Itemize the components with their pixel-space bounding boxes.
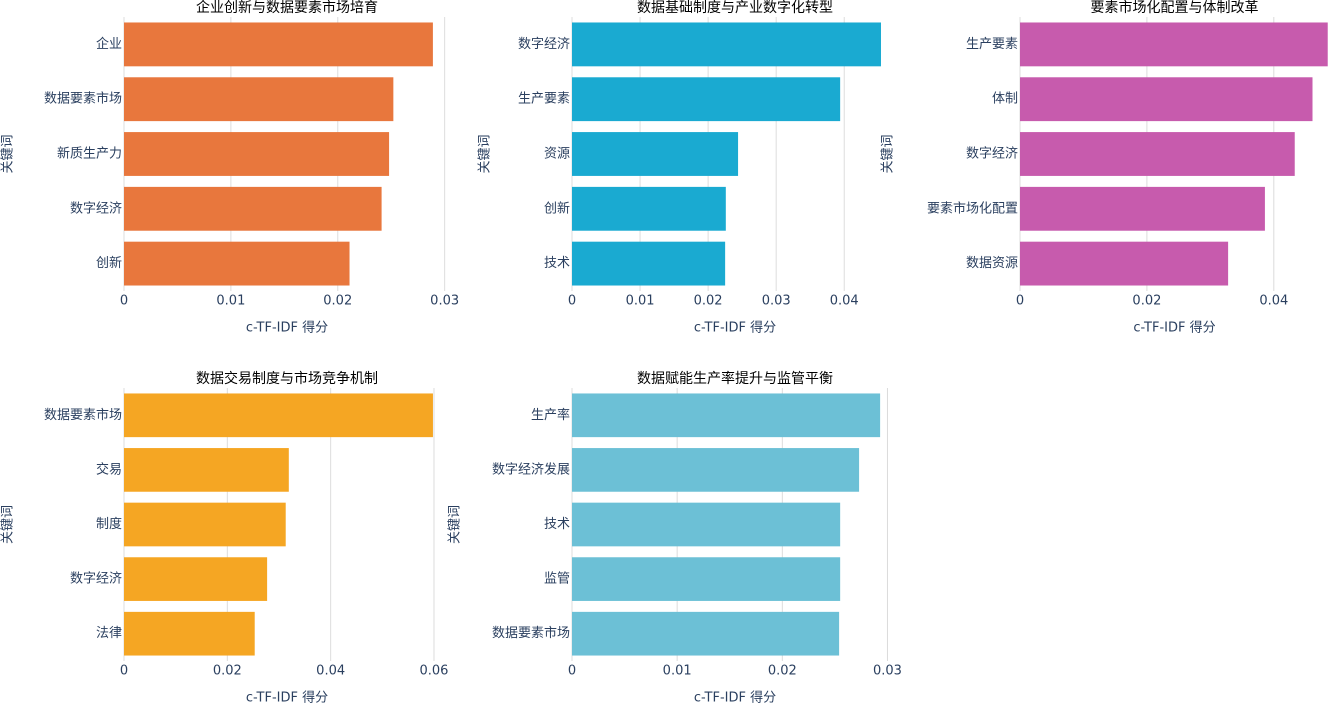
title: 要素市场化配置与体制改革 — [1091, 0, 1259, 16]
x-tick-label: 0.02 — [323, 294, 352, 309]
y-tick-label: 创新 — [544, 200, 570, 216]
bar — [124, 611, 255, 656]
x-tick-label: 0.02 — [1132, 294, 1161, 309]
x-tick-label: 0.03 — [873, 664, 902, 679]
x-tick-label: 0.02 — [768, 664, 797, 679]
x-tick-label: 0 — [1016, 294, 1024, 309]
bar — [124, 557, 268, 601]
bar — [1020, 186, 1265, 231]
y-tick-label: 技术 — [544, 517, 570, 532]
y-tick-label: 生产要素 — [966, 37, 1018, 52]
x-axis-title: c-TF-IDF 得分 — [246, 690, 328, 705]
y-tick-label: 数字经济 — [70, 572, 122, 587]
x-tick-label: 0.03 — [430, 294, 459, 309]
title: 数据赋能生产率提升与监管平衡 — [637, 370, 833, 387]
x-tick-label: 0.02 — [213, 664, 242, 679]
y-axis-title: 关键词 — [448, 505, 463, 544]
bar — [572, 186, 726, 231]
y-tick-label: 法律 — [96, 626, 122, 641]
bar — [572, 393, 881, 438]
x-tick-label: 0 — [120, 294, 128, 309]
x-tick-label: 0.04 — [1259, 294, 1288, 309]
y-tick-label: 创新 — [96, 255, 122, 271]
y-tick-label: 数据要素市场 — [44, 407, 122, 423]
y-tick-label: 数据要素市场 — [44, 91, 122, 107]
bar — [124, 393, 433, 438]
x-tick-label: 0.06 — [420, 664, 449, 679]
bar — [1020, 77, 1313, 122]
x-axis-title: c-TF-IDF 得分 — [694, 320, 776, 336]
y-tick-label: 要素市场化配置 — [927, 200, 1018, 216]
bar — [572, 22, 881, 67]
y-tick-label: 生产率 — [531, 407, 570, 423]
bar — [1020, 132, 1295, 176]
x-tick-label: 0.01 — [216, 294, 245, 309]
bar — [124, 132, 390, 176]
x-tick-label: 0 — [568, 294, 576, 309]
title: 数据基础制度与产业数字化转型 — [637, 0, 833, 16]
y-tick-label: 制度 — [96, 516, 122, 532]
bar — [124, 502, 286, 547]
bar — [572, 557, 841, 601]
y-tick-label: 交易 — [96, 461, 122, 477]
y-tick-label: 数字经济 — [518, 37, 570, 52]
y-tick-label: 体制 — [992, 92, 1018, 107]
bar — [124, 186, 382, 231]
bar — [572, 502, 841, 547]
y-tick-label: 数字经济发展 — [492, 461, 570, 477]
bar — [572, 448, 860, 492]
y-tick-label: 生产要素 — [518, 92, 570, 107]
x-tick-label: 0.03 — [762, 294, 791, 309]
y-tick-label: 资源 — [544, 147, 570, 162]
y-tick-label: 数字经济 — [966, 147, 1018, 162]
bar — [572, 611, 840, 656]
y-axis-title: 关键词 — [478, 134, 493, 173]
bar — [572, 241, 726, 286]
x-tick-label: 0.01 — [663, 664, 692, 679]
y-tick-label: 数据资源 — [966, 256, 1018, 271]
bar — [124, 77, 394, 122]
x-tick-label: 0.04 — [316, 664, 345, 679]
x-tick-label: 0 — [568, 664, 576, 679]
y-tick-label: 企业 — [96, 36, 122, 52]
x-tick-label: 0.04 — [830, 294, 859, 309]
y-axis-title: 关键词 — [1, 134, 16, 173]
bar — [1020, 22, 1328, 67]
y-tick-label: 监管 — [544, 572, 570, 587]
bar — [1020, 241, 1229, 286]
title: 数据交易制度与市场竞争机制 — [196, 370, 378, 387]
bar — [124, 448, 289, 492]
bar — [124, 22, 433, 67]
y-tick-label: 数字经济 — [70, 201, 122, 216]
x-tick-label: 0.01 — [626, 294, 655, 309]
x-tick-label: 0 — [120, 664, 128, 679]
title: 企业创新与数据要素市场培育 — [196, 0, 378, 16]
x-tick-label: 0.02 — [694, 294, 723, 309]
y-axis-title: 关键词 — [1, 505, 16, 544]
x-axis-title: c-TF-IDF 得分 — [246, 320, 328, 336]
y-tick-label: 技术 — [544, 256, 570, 271]
y-tick-label: 数据要素市场 — [492, 625, 570, 641]
y-tick-label: 新质生产力 — [57, 146, 122, 162]
bar — [572, 132, 739, 176]
bar — [124, 241, 350, 286]
x-axis-title: c-TF-IDF 得分 — [694, 690, 776, 705]
bar — [572, 77, 841, 122]
y-axis-title: 关键词 — [881, 134, 896, 173]
x-axis-title: c-TF-IDF 得分 — [1133, 320, 1215, 336]
